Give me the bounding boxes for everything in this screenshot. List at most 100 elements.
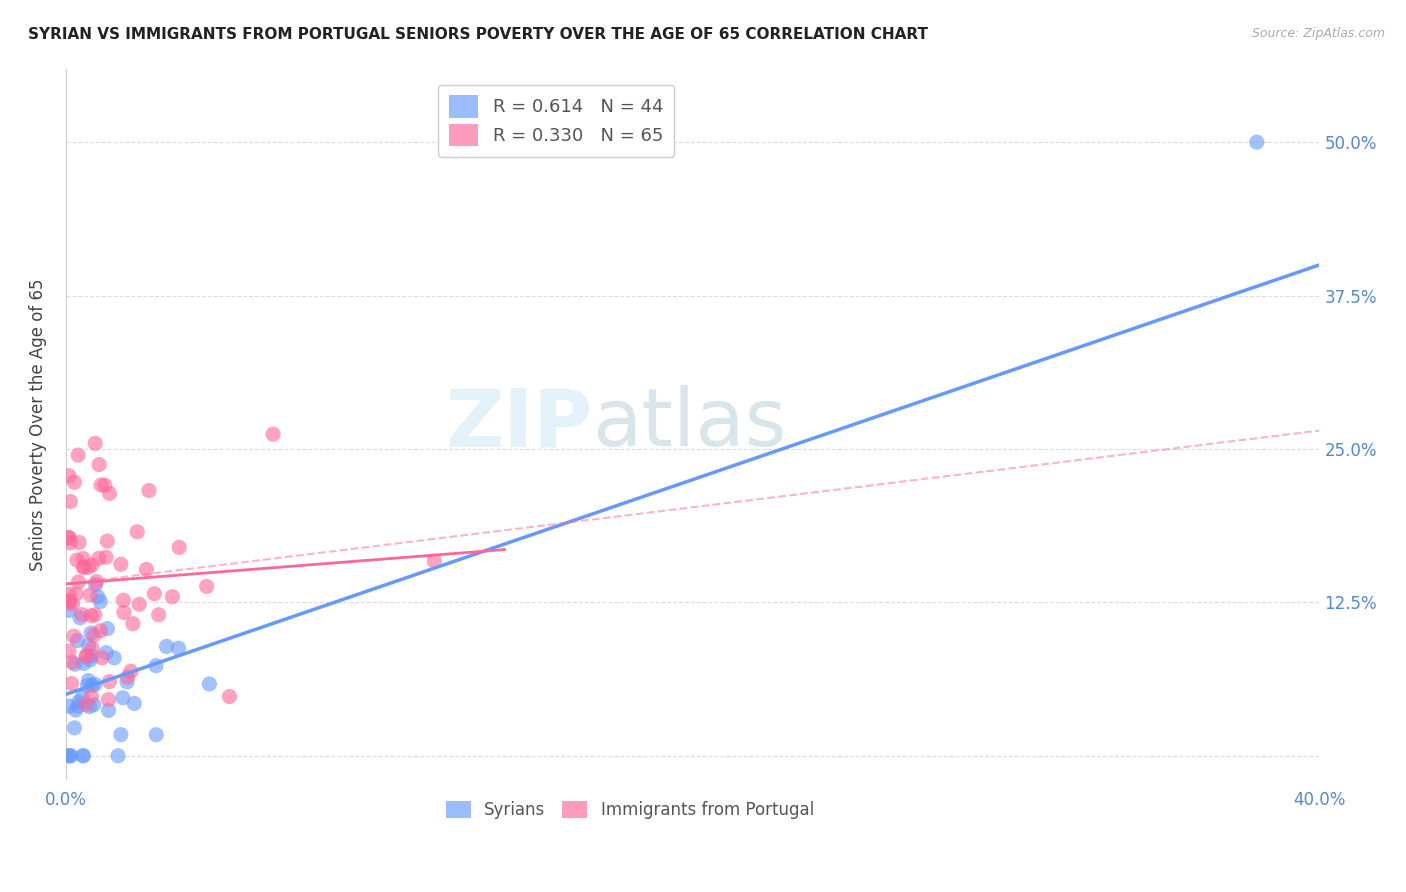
Point	[75, 698, 97, 712]
Point	[122, 697, 145, 711]
Point	[198, 677, 221, 691]
Point	[87, 590, 110, 604]
Point	[76, 678, 98, 692]
Point	[122, 616, 145, 631]
Point	[59, 494, 82, 508]
Point	[80, 626, 103, 640]
Point	[84, 436, 107, 450]
Point	[66, 699, 89, 714]
Point	[58, 748, 80, 763]
Point	[91, 651, 114, 665]
Point	[58, 595, 80, 609]
Point	[94, 646, 117, 660]
Point	[63, 475, 86, 490]
Point	[58, 644, 80, 658]
Point	[90, 478, 112, 492]
Point	[82, 641, 104, 656]
Point	[80, 690, 103, 704]
Point	[84, 577, 107, 591]
Point	[58, 748, 80, 763]
Point	[155, 640, 177, 654]
Point	[110, 558, 132, 572]
Point	[86, 574, 108, 589]
Point	[128, 597, 150, 611]
Point	[73, 657, 96, 671]
Point	[145, 728, 167, 742]
Point	[58, 468, 80, 483]
Point	[77, 638, 100, 652]
Point	[72, 560, 94, 574]
Point	[72, 551, 94, 566]
Point	[58, 603, 80, 617]
Point	[89, 594, 111, 608]
Point	[94, 550, 117, 565]
Point	[75, 648, 97, 663]
Point	[115, 674, 138, 689]
Point	[70, 690, 93, 705]
Point	[80, 678, 103, 692]
Point	[80, 648, 103, 663]
Point	[218, 690, 240, 704]
Y-axis label: Seniors Poverty Over the Age of 65: Seniors Poverty Over the Age of 65	[30, 278, 46, 571]
Point	[127, 524, 149, 539]
Point	[89, 624, 111, 638]
Point	[79, 699, 101, 714]
Point	[135, 562, 157, 576]
Point	[80, 558, 103, 572]
Point	[112, 593, 135, 607]
Point	[145, 658, 167, 673]
Point	[148, 607, 170, 622]
Point	[63, 629, 86, 643]
Point	[83, 677, 105, 691]
Point	[60, 655, 83, 669]
Point	[120, 664, 142, 678]
Point	[96, 534, 118, 549]
Point	[138, 483, 160, 498]
Text: atlas: atlas	[592, 385, 787, 464]
Point	[112, 606, 135, 620]
Point	[73, 559, 96, 574]
Point	[62, 597, 84, 611]
Point	[83, 698, 105, 712]
Point	[67, 695, 90, 709]
Point	[80, 608, 103, 623]
Point	[60, 748, 83, 763]
Point	[167, 541, 190, 555]
Point	[77, 673, 100, 688]
Point	[77, 560, 100, 574]
Text: Source: ZipAtlas.com: Source: ZipAtlas.com	[1251, 27, 1385, 40]
Point	[63, 721, 86, 735]
Point	[117, 670, 139, 684]
Point	[69, 611, 91, 625]
Point	[103, 650, 125, 665]
Point	[84, 607, 107, 622]
Point	[1246, 135, 1268, 149]
Point	[58, 593, 80, 607]
Point	[94, 478, 117, 492]
Text: ZIP: ZIP	[446, 385, 592, 464]
Point	[58, 699, 80, 714]
Point	[72, 748, 94, 763]
Point	[107, 748, 129, 763]
Point	[89, 458, 111, 472]
Point	[83, 628, 105, 642]
Point	[67, 574, 90, 589]
Point	[58, 531, 80, 545]
Point	[98, 674, 121, 689]
Point	[58, 531, 80, 545]
Point	[96, 622, 118, 636]
Point	[63, 657, 86, 671]
Point	[262, 427, 284, 442]
Legend: Syrians, Immigrants from Portugal: Syrians, Immigrants from Portugal	[439, 794, 821, 825]
Point	[72, 748, 94, 763]
Point	[97, 692, 120, 706]
Text: SYRIAN VS IMMIGRANTS FROM PORTUGAL SENIORS POVERTY OVER THE AGE OF 65 CORRELATIO: SYRIAN VS IMMIGRANTS FROM PORTUGAL SENIO…	[28, 27, 928, 42]
Point	[97, 703, 120, 717]
Point	[75, 649, 97, 664]
Point	[87, 551, 110, 566]
Point	[98, 486, 121, 500]
Point	[110, 728, 132, 742]
Point	[423, 554, 446, 568]
Point	[143, 587, 166, 601]
Point	[67, 535, 90, 549]
